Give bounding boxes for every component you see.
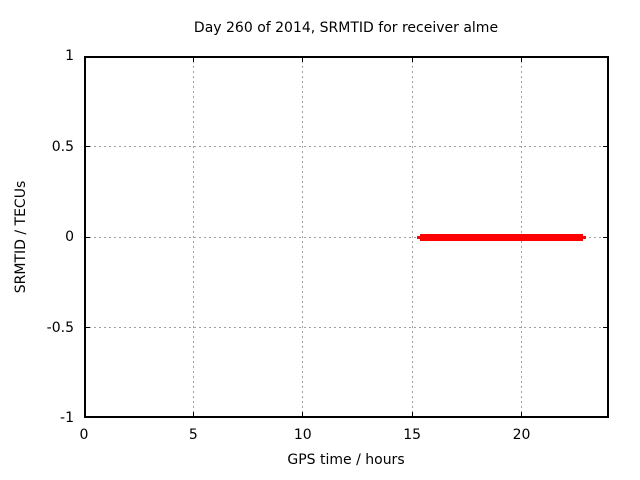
x-tick-mark-top: [192, 56, 194, 62]
x-tick-mark-bottom: [192, 412, 194, 418]
y-tick-mark-left: [84, 146, 90, 147]
y-tick-label: 0: [65, 229, 74, 245]
x-tick-label: 10: [293, 427, 312, 443]
y-tick-label: 1: [65, 48, 74, 64]
plot-border: [84, 56, 609, 418]
gridline-horizontal: [84, 146, 609, 147]
x-tick-label: 5: [188, 427, 198, 443]
y-tick-mark-right: [603, 327, 609, 328]
gridline-horizontal: [84, 236, 609, 238]
y-tick-mark-left: [84, 327, 90, 328]
x-tick-mark-top: [521, 56, 522, 62]
x-axis-label: GPS time / hours: [287, 452, 405, 468]
x-tick-label: 0: [79, 427, 89, 443]
y-tick-mark-right: [603, 236, 609, 238]
x-tick-mark-top: [302, 56, 304, 62]
chart-title: Day 260 of 2014, SRMTID for receiver alm…: [193, 20, 499, 36]
y-tick-mark-left: [84, 236, 90, 238]
y-tick-label: 0.5: [51, 138, 74, 155]
x-tick-mark-bottom: [521, 412, 522, 418]
x-tick-label: 20: [512, 427, 531, 443]
y-tick-label: -0.5: [46, 319, 74, 336]
y-tick-label: -1: [60, 410, 74, 426]
x-tick-mark-bottom: [411, 412, 413, 418]
x-tick-mark-top: [411, 56, 413, 62]
gridline-horizontal: [84, 327, 609, 328]
data-series-line: [419, 233, 584, 241]
x-tick-label: 15: [403, 427, 422, 443]
x-tick-mark-bottom: [302, 412, 304, 418]
y-tick-mark-right: [603, 146, 609, 147]
